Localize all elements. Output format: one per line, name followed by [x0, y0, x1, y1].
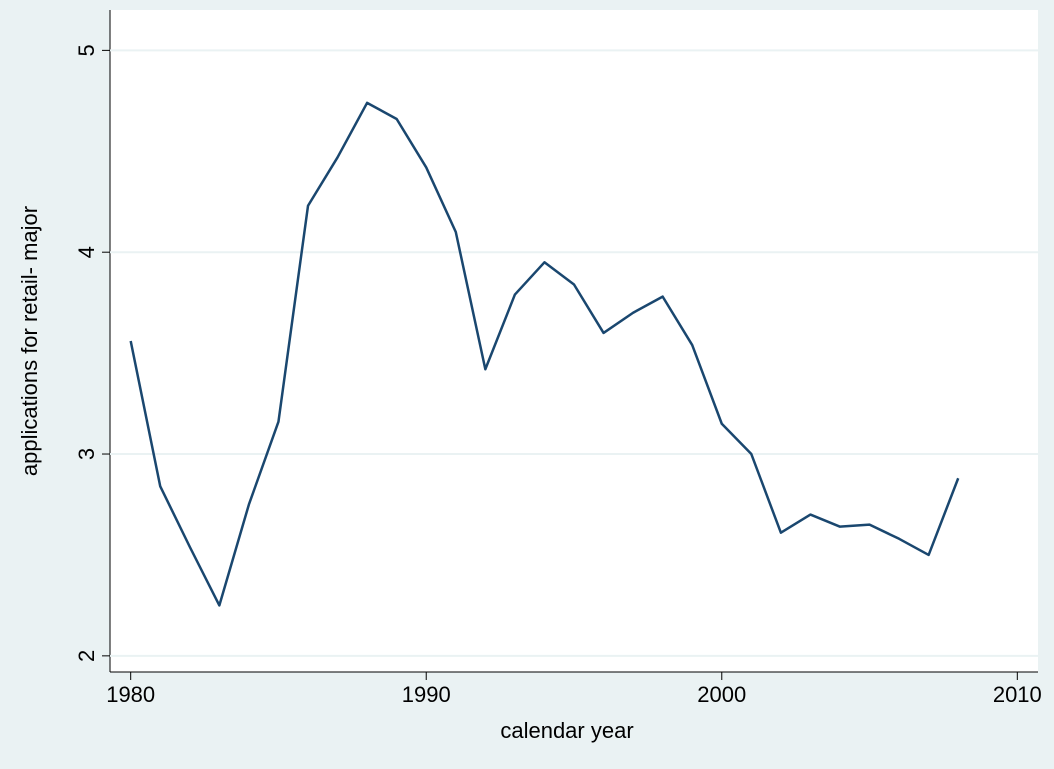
y-tick-label: 4 — [74, 246, 99, 258]
x-axis-title: calendar year — [500, 718, 633, 743]
x-tick-label: 2000 — [697, 682, 746, 707]
y-tick-label: 3 — [74, 448, 99, 460]
y-tick-label: 5 — [74, 44, 99, 56]
line-series — [129, 101, 960, 607]
plot-area — [110, 10, 1038, 672]
x-tick-label: 1980 — [106, 682, 155, 707]
y-axis-title: applications for retail- major — [17, 206, 42, 476]
x-tick-label: 2010 — [993, 682, 1042, 707]
x-tick-label: 1990 — [402, 682, 451, 707]
y-tick-label: 2 — [74, 650, 99, 662]
